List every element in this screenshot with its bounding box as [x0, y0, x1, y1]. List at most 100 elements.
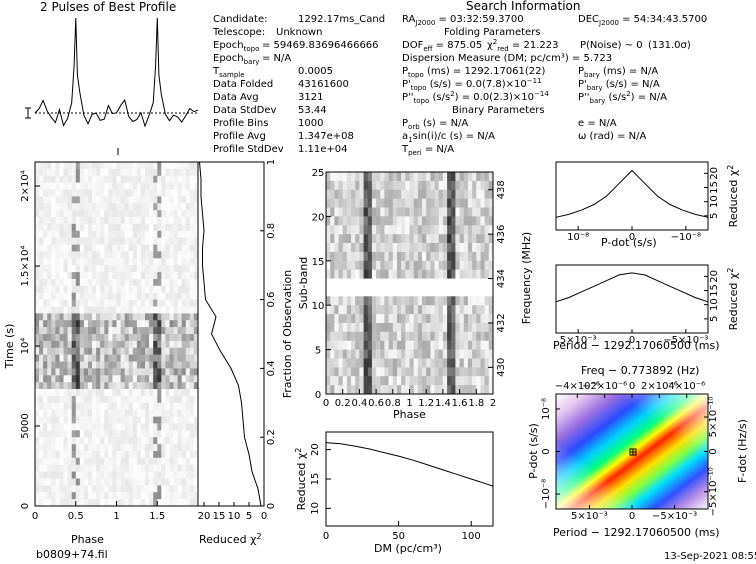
- subband-cell: [472, 278, 477, 288]
- time-phase-cell: [157, 361, 162, 369]
- time-phase-cell: [55, 265, 60, 273]
- time-phase-cell: [79, 437, 85, 445]
- time-phase-cell: [157, 189, 162, 197]
- time-phase-cell: [189, 354, 195, 362]
- time-phase-cell: [161, 237, 166, 245]
- time-phase-cell: [128, 258, 134, 266]
- time-phase-cell: [120, 251, 125, 259]
- time-phase-cell: [177, 299, 182, 307]
- time-phase-cell: [47, 279, 52, 287]
- subband-xlabel: Phase: [393, 408, 426, 421]
- time-phase-cell: [149, 279, 154, 287]
- time-phase-cell: [59, 437, 64, 445]
- time-phase-cell: [55, 430, 60, 438]
- subband-cell: [434, 287, 440, 297]
- time-phase-cell: [96, 471, 101, 479]
- subband-cell: [422, 376, 427, 386]
- subband-cell: [346, 323, 352, 333]
- subband-cell: [467, 323, 473, 333]
- subband-cell: [367, 180, 373, 191]
- time-phase-cell: [55, 368, 60, 376]
- subband-cell: [409, 207, 414, 217]
- time-phase-cell: [67, 430, 72, 438]
- time-phase-cell: [55, 320, 60, 328]
- time-phase-cell: [173, 210, 178, 218]
- subband-cell: [392, 180, 398, 191]
- subband-cell: [342, 180, 348, 191]
- time-phase-cell: [193, 251, 199, 259]
- time-phase-cell: [177, 327, 182, 335]
- time-phase-cell: [112, 168, 117, 177]
- time-phase-cell: [136, 430, 142, 438]
- time-phase-cell: [83, 478, 89, 486]
- subband-cell: [438, 225, 444, 235]
- subband-cell: [326, 367, 331, 377]
- time-phase-cell: [59, 340, 64, 349]
- time-phase-cell: [124, 258, 130, 266]
- time-phase-cell: [177, 464, 182, 472]
- time-phase-cell: [136, 175, 142, 183]
- time-phase-cell: [79, 416, 85, 424]
- time-phase-cell: [112, 457, 117, 465]
- time-phase-cell: [165, 423, 170, 431]
- subband-cell: [397, 260, 402, 270]
- time-phase-cell: [173, 368, 178, 376]
- time-phase-cell: [108, 478, 113, 486]
- time-phase-cell: [108, 203, 113, 211]
- subband-cell: [326, 225, 331, 235]
- time-phase-cell: [149, 162, 154, 170]
- time-phase-cell: [177, 258, 182, 266]
- ppdot-ytick-label: 0: [541, 448, 552, 454]
- time-phase-cell: [181, 464, 187, 472]
- time-phase-cell: [83, 168, 89, 177]
- subband-cell: [359, 234, 364, 244]
- time-phase-cell: [55, 237, 60, 245]
- time-phase-cell: [120, 230, 125, 238]
- time-phase-cell: [165, 492, 170, 500]
- time-phase-cell: [132, 175, 138, 183]
- time-phase-cell: [128, 306, 134, 314]
- time-phase-cell: [112, 203, 117, 211]
- time-phase-cell: [169, 313, 174, 321]
- time-phase-cell: [39, 168, 44, 177]
- subband-cell: [409, 172, 414, 182]
- subband-cell: [376, 287, 381, 297]
- subband-cell: [430, 314, 435, 324]
- time-phase-cell: [149, 327, 154, 335]
- time-phase-cell: [88, 492, 93, 500]
- time-phase-cell: [75, 395, 81, 404]
- subband-phase-axes: 0 0.2 0.4 0.6 0.8 1 1.2 1.4 1.6 1.8 20510152025430…: [312, 168, 507, 409]
- subband-cell: [342, 385, 348, 395]
- pnoise-text: P(Noise) ~ 0: [580, 40, 643, 51]
- time-phase-cell: [145, 430, 150, 438]
- time-phase-cell: [104, 402, 109, 410]
- time-phase-xlabel: Phase: [71, 533, 104, 546]
- time-phase-cell: [92, 196, 97, 204]
- time-phase-cell: [83, 299, 89, 307]
- time-phase-cell: [43, 217, 48, 225]
- subband-cell: [484, 180, 490, 191]
- time-phase-cell: [161, 299, 166, 307]
- subband-cell: [480, 278, 485, 288]
- subband-cell: [371, 278, 377, 288]
- subband-cell: [405, 323, 410, 333]
- subband-cell: [355, 385, 360, 395]
- time-phase-cell: [173, 361, 178, 369]
- subband-cell: [367, 260, 373, 270]
- subband-cell: [405, 207, 410, 217]
- time-phase-cell: [79, 471, 85, 479]
- time-phase-cell: [153, 210, 158, 218]
- time-phase-cell: [136, 499, 142, 507]
- time-phase-cell: [116, 168, 121, 177]
- subband-cell: [388, 331, 394, 341]
- subband-cell: [401, 234, 406, 244]
- time-phase-cell: [51, 437, 56, 445]
- time-phase-cell: [189, 416, 195, 424]
- time-phase-cell: [157, 265, 162, 273]
- time-phase-cell: [165, 464, 170, 472]
- time-phase-cell: [124, 492, 130, 500]
- time-phase-cell: [132, 182, 138, 190]
- subband-cell: [463, 278, 469, 288]
- time-phase-cell: [67, 485, 72, 493]
- time-phase-cell: [193, 306, 199, 314]
